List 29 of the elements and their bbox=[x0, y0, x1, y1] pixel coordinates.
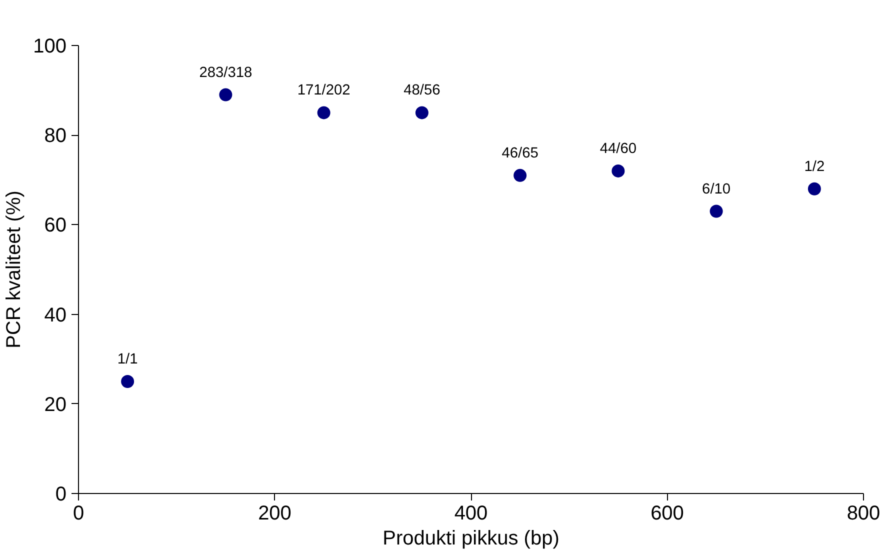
y-tick-label: 40 bbox=[44, 304, 67, 326]
annotation: 1/2 bbox=[804, 158, 825, 175]
y-tick-label: 20 bbox=[44, 394, 67, 416]
y-axis-title: PCR kvaliteet (%) bbox=[3, 190, 26, 348]
point bbox=[514, 168, 527, 182]
y-tick-label: 80 bbox=[44, 125, 67, 148]
annotation: 6/10 bbox=[702, 181, 731, 198]
point bbox=[808, 182, 821, 196]
annotation: 46/65 bbox=[502, 145, 538, 162]
x-tick-label: 600 bbox=[650, 502, 684, 524]
annotation: 48/56 bbox=[404, 82, 440, 99]
point bbox=[121, 375, 134, 388]
annotation: 283/318 bbox=[199, 64, 252, 81]
y-tick-label: 100 bbox=[33, 36, 67, 58]
y-tick-label: 60 bbox=[44, 214, 67, 237]
annotation: 1/1 bbox=[117, 352, 138, 368]
point bbox=[612, 164, 625, 178]
point bbox=[710, 204, 723, 218]
y-tick-label: 0 bbox=[55, 484, 66, 506]
annotation: 171/202 bbox=[297, 82, 350, 99]
x-tick-label: 400 bbox=[454, 502, 488, 524]
x-tick-label: 200 bbox=[258, 502, 292, 524]
point bbox=[219, 88, 232, 102]
x-tick-label: 0 bbox=[72, 502, 84, 524]
annotation: 44/60 bbox=[600, 140, 637, 157]
point bbox=[415, 106, 428, 120]
x-tick-label: 800 bbox=[846, 502, 880, 524]
x-axis-title: Produkti pikkus (bp) bbox=[382, 528, 560, 550]
point bbox=[317, 106, 330, 120]
